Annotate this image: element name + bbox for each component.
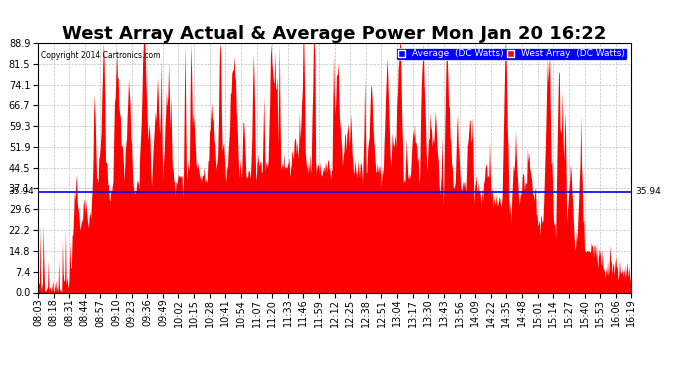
Text: Copyright 2014 Cartronics.com: Copyright 2014 Cartronics.com	[41, 51, 160, 60]
Legend: Average  (DC Watts), West Array  (DC Watts): Average (DC Watts), West Array (DC Watts…	[396, 48, 627, 60]
Text: 35.94: 35.94	[635, 187, 661, 196]
Title: West Array Actual & Average Power Mon Jan 20 16:22: West Array Actual & Average Power Mon Ja…	[63, 25, 607, 43]
Text: 35.94: 35.94	[8, 187, 34, 196]
